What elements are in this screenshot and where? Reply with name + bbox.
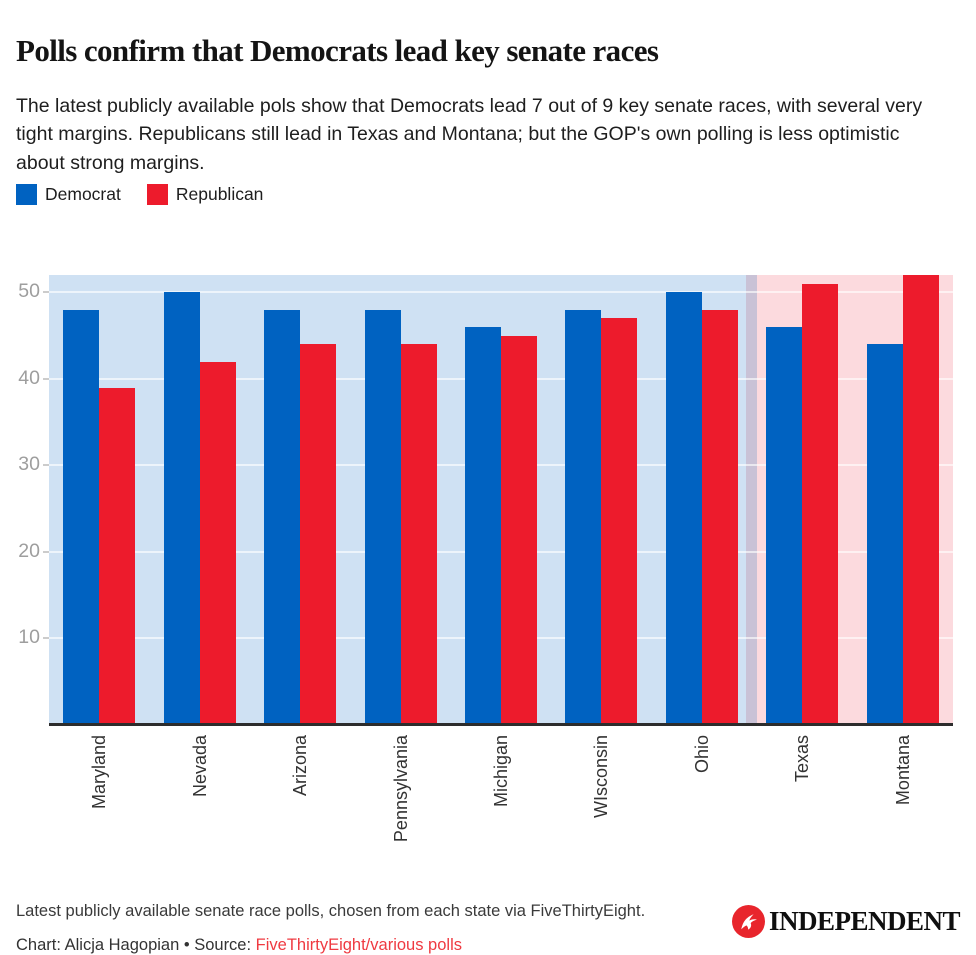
bar-democrat-montana (866, 344, 903, 725)
bar-group-nevada (149, 275, 249, 725)
legend-swatch-republican (146, 184, 168, 205)
y-axis-tick (43, 291, 49, 294)
bar-republican-arizona (300, 344, 337, 725)
x-axis-label-ohio: Ohio (691, 735, 712, 774)
credit-prefix: Chart: Alicja Hagopian • Source: (16, 935, 256, 954)
bar-group-texas (752, 275, 852, 725)
zone-divider (746, 275, 758, 725)
bar-democrat-michigan (464, 326, 501, 725)
bar-democrat-maryland (63, 309, 100, 725)
bar-group-maryland (49, 275, 149, 725)
bar-group-montana (853, 275, 953, 725)
independent-eagle-icon (731, 905, 765, 938)
credit-line: Chart: Alicja Hagopian • Source: FiveThi… (16, 936, 462, 955)
x-axis-label-nevada: Nevada (189, 735, 210, 798)
bar-chart (49, 275, 953, 726)
page-title: Polls confirm that Democrats lead key se… (16, 32, 659, 68)
source-link[interactable]: FiveThirtyEight/various polls (255, 935, 462, 954)
y-axis-label-50: 50 (18, 280, 40, 303)
bar-republican-nevada (199, 361, 236, 725)
y-axis-tick (43, 637, 49, 640)
y-axis-label-20: 20 (18, 539, 40, 562)
bar-republican-ohio (701, 309, 738, 725)
bar-democrat-ohio (665, 292, 702, 725)
y-axis-label-30: 30 (18, 453, 40, 476)
chart-subtitle: The latest publicly available pols show … (16, 94, 923, 174)
bar-democrat-wisconsin (565, 309, 602, 725)
x-axis-label-maryland: Maryland (89, 735, 110, 810)
legend-swatch-democrat (16, 184, 37, 205)
footnote: Latest publicly available senate race po… (16, 901, 646, 920)
y-axis-label-10: 10 (18, 626, 40, 649)
bar-group-wisconsin (551, 275, 651, 725)
bar-group-ohio (652, 275, 752, 725)
bar-republican-pennsylvania (400, 344, 437, 725)
x-axis-label-arizona: Arizona (290, 735, 311, 797)
bar-democrat-pennsylvania (364, 309, 401, 725)
publisher-logo: INDEPENDENT (731, 905, 961, 938)
x-axis-label-montana: Montana (892, 735, 913, 806)
legend-item-republican: Republican (146, 184, 264, 205)
bar-democrat-arizona (264, 309, 301, 725)
x-axis-label-pennsylvania: Pennsylvania (390, 735, 411, 843)
x-axis-label-michigan: Michigan (491, 735, 511, 808)
bar-democrat-texas (766, 326, 803, 725)
legend: Democrat Republican (16, 184, 263, 205)
bar-republican-wisconsin (601, 318, 638, 725)
y-axis-tick (43, 464, 49, 467)
x-axis-label-wisconsin: WIsconsin (591, 735, 612, 819)
bar-republican-maryland (99, 387, 136, 725)
x-axis-label-texas: Texas (792, 735, 813, 783)
gridline-50 (49, 291, 953, 294)
bar-democrat-nevada (163, 292, 200, 725)
bar-republican-michigan (500, 335, 537, 725)
bar-republican-texas (802, 283, 839, 725)
legend-label: Republican (175, 184, 264, 204)
bar-group-michigan (451, 275, 551, 725)
publisher-logo-text: INDEPENDENT (768, 906, 961, 936)
bar-group-pennsylvania (350, 275, 450, 725)
y-axis-tick (43, 550, 49, 553)
legend-item-democrat: Democrat (16, 184, 121, 205)
x-axis-line (49, 723, 953, 726)
y-axis-tick (43, 377, 49, 380)
legend-label: Democrat (45, 184, 121, 204)
y-axis-label-40: 40 (18, 366, 40, 389)
bar-republican-montana (902, 275, 939, 725)
bar-group-arizona (250, 275, 350, 725)
